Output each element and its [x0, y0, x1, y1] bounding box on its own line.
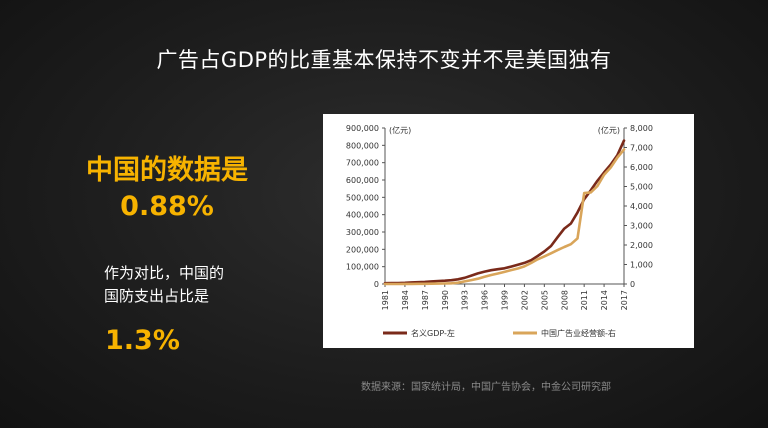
x-tick-label: 1984: [401, 290, 410, 310]
x-tick-label: 1981: [381, 290, 390, 310]
legend-label-ads: 中国广告业经营额-右: [541, 328, 616, 338]
left-unit-label: (亿元): [389, 125, 411, 135]
left-tick-label: 400,000: [346, 211, 379, 220]
slide-title: 广告占GDP的比重基本保持不变并不是美国独有: [156, 48, 612, 72]
data-source-note: 数据来源：国家统计局，中国广告协会，中金公司研究部: [361, 382, 611, 393]
left-tick-label: 700,000: [346, 159, 379, 168]
china-data-value: 0.88%: [120, 191, 214, 222]
left-tick-label: 0: [374, 280, 379, 289]
left-tick-label: 500,000: [346, 193, 379, 202]
series-line-1: [383, 148, 626, 286]
right-tick-label: 8,000: [630, 124, 653, 133]
left-tick-label: 900,000: [346, 124, 379, 133]
left-tick-label: 200,000: [346, 245, 379, 254]
right-tick-label: 3,000: [630, 222, 653, 231]
x-tick-label: 1996: [481, 290, 490, 310]
x-tick-label: 2008: [560, 290, 569, 310]
x-tick-label: 2017: [620, 290, 629, 310]
right-tick-label: 7,000: [630, 144, 653, 153]
right-tick-label: 4,000: [630, 202, 653, 211]
comparison-line-2: 国防支出占比是: [104, 287, 210, 305]
legend-label-gdp: 名义GDP-左: [411, 328, 455, 338]
series-line-0: [383, 139, 626, 285]
right-tick-label: 0: [630, 280, 635, 289]
x-tick-label: 2014: [600, 290, 609, 310]
china-data-label: 中国的数据是: [86, 155, 248, 186]
x-tick-label: 1993: [461, 290, 470, 310]
left-tick-label: 600,000: [346, 176, 379, 185]
right-tick-label: 6,000: [630, 163, 653, 172]
gdp-advertising-chart: 0 100,000 200,000 300,000 400,000 500,000 600,…: [323, 114, 694, 348]
chart-svg: 0 100,000 200,000 300,000 400,000 500,000 600,…: [346, 124, 653, 338]
comparison-text: 作为对比，中国的 国防支出占比是: [104, 262, 284, 308]
right-tick-label: 5,000: [630, 183, 653, 192]
x-tick-label: 2002: [520, 290, 529, 310]
x-tick-label: 1987: [421, 290, 430, 310]
x-tick-label: 2011: [580, 290, 589, 310]
left-tick-label: 800,000: [346, 141, 379, 150]
right-tick-label: 2,000: [630, 241, 653, 250]
defense-share-value: 1.3%: [105, 325, 180, 356]
right-tick-label: 1,000: [630, 261, 653, 270]
x-tick-label: 1999: [501, 290, 510, 310]
left-tick-label: 100,000: [346, 263, 379, 272]
x-tick-label: 2005: [540, 290, 549, 310]
right-unit-label: (亿元): [598, 125, 620, 135]
comparison-line-1: 作为对比，中国的: [104, 264, 225, 282]
x-tick-label: 1990: [441, 290, 450, 310]
left-tick-label: 300,000: [346, 228, 379, 237]
